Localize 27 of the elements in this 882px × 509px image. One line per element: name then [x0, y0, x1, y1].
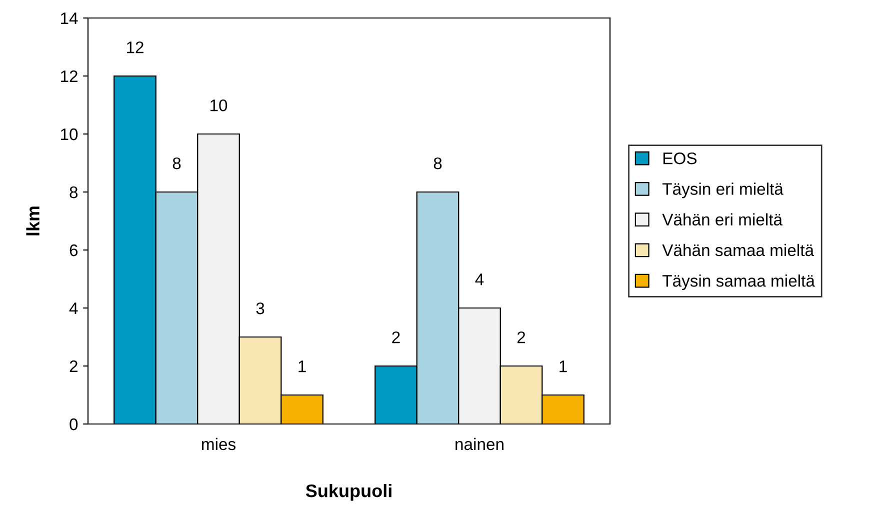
data-label: 2 — [392, 331, 400, 344]
legend-label: EOS — [663, 152, 697, 164]
data-label: 2 — [517, 331, 526, 344]
data-label: 8 — [434, 157, 442, 170]
x-axis-title: Sukupuoli — [306, 484, 392, 501]
legend-label: Täysin samaa mieltä — [662, 274, 815, 290]
y-tick-label: 8 — [70, 186, 78, 198]
x-tick-label: nainen — [456, 438, 504, 450]
legend-label: Vähän samaa mieltä — [662, 244, 814, 256]
y-tick-label: 4 — [69, 302, 78, 314]
y-tick-label: 2 — [70, 360, 78, 372]
y-tick-label: 14 — [61, 12, 78, 24]
data-label: 10 — [210, 99, 228, 112]
data-label: 12 — [126, 41, 144, 54]
y-tick-label: 10 — [61, 128, 78, 140]
data-label: 8 — [172, 157, 181, 170]
legend-label: Vähän eri mieltä — [662, 213, 783, 226]
y-tick-label: 0 — [70, 418, 78, 430]
data-label: 3 — [256, 302, 264, 314]
data-label: 4 — [475, 274, 484, 286]
y-axis-title: lkm — [26, 206, 40, 236]
x-tick-label: mies — [202, 438, 236, 450]
data-label: 1 — [298, 360, 306, 372]
legend-label: Täysin eri mieltä — [662, 182, 784, 198]
y-tick-label: 12 — [61, 70, 78, 82]
y-tick-label: 6 — [70, 244, 78, 256]
data-label: 1 — [560, 360, 567, 372]
